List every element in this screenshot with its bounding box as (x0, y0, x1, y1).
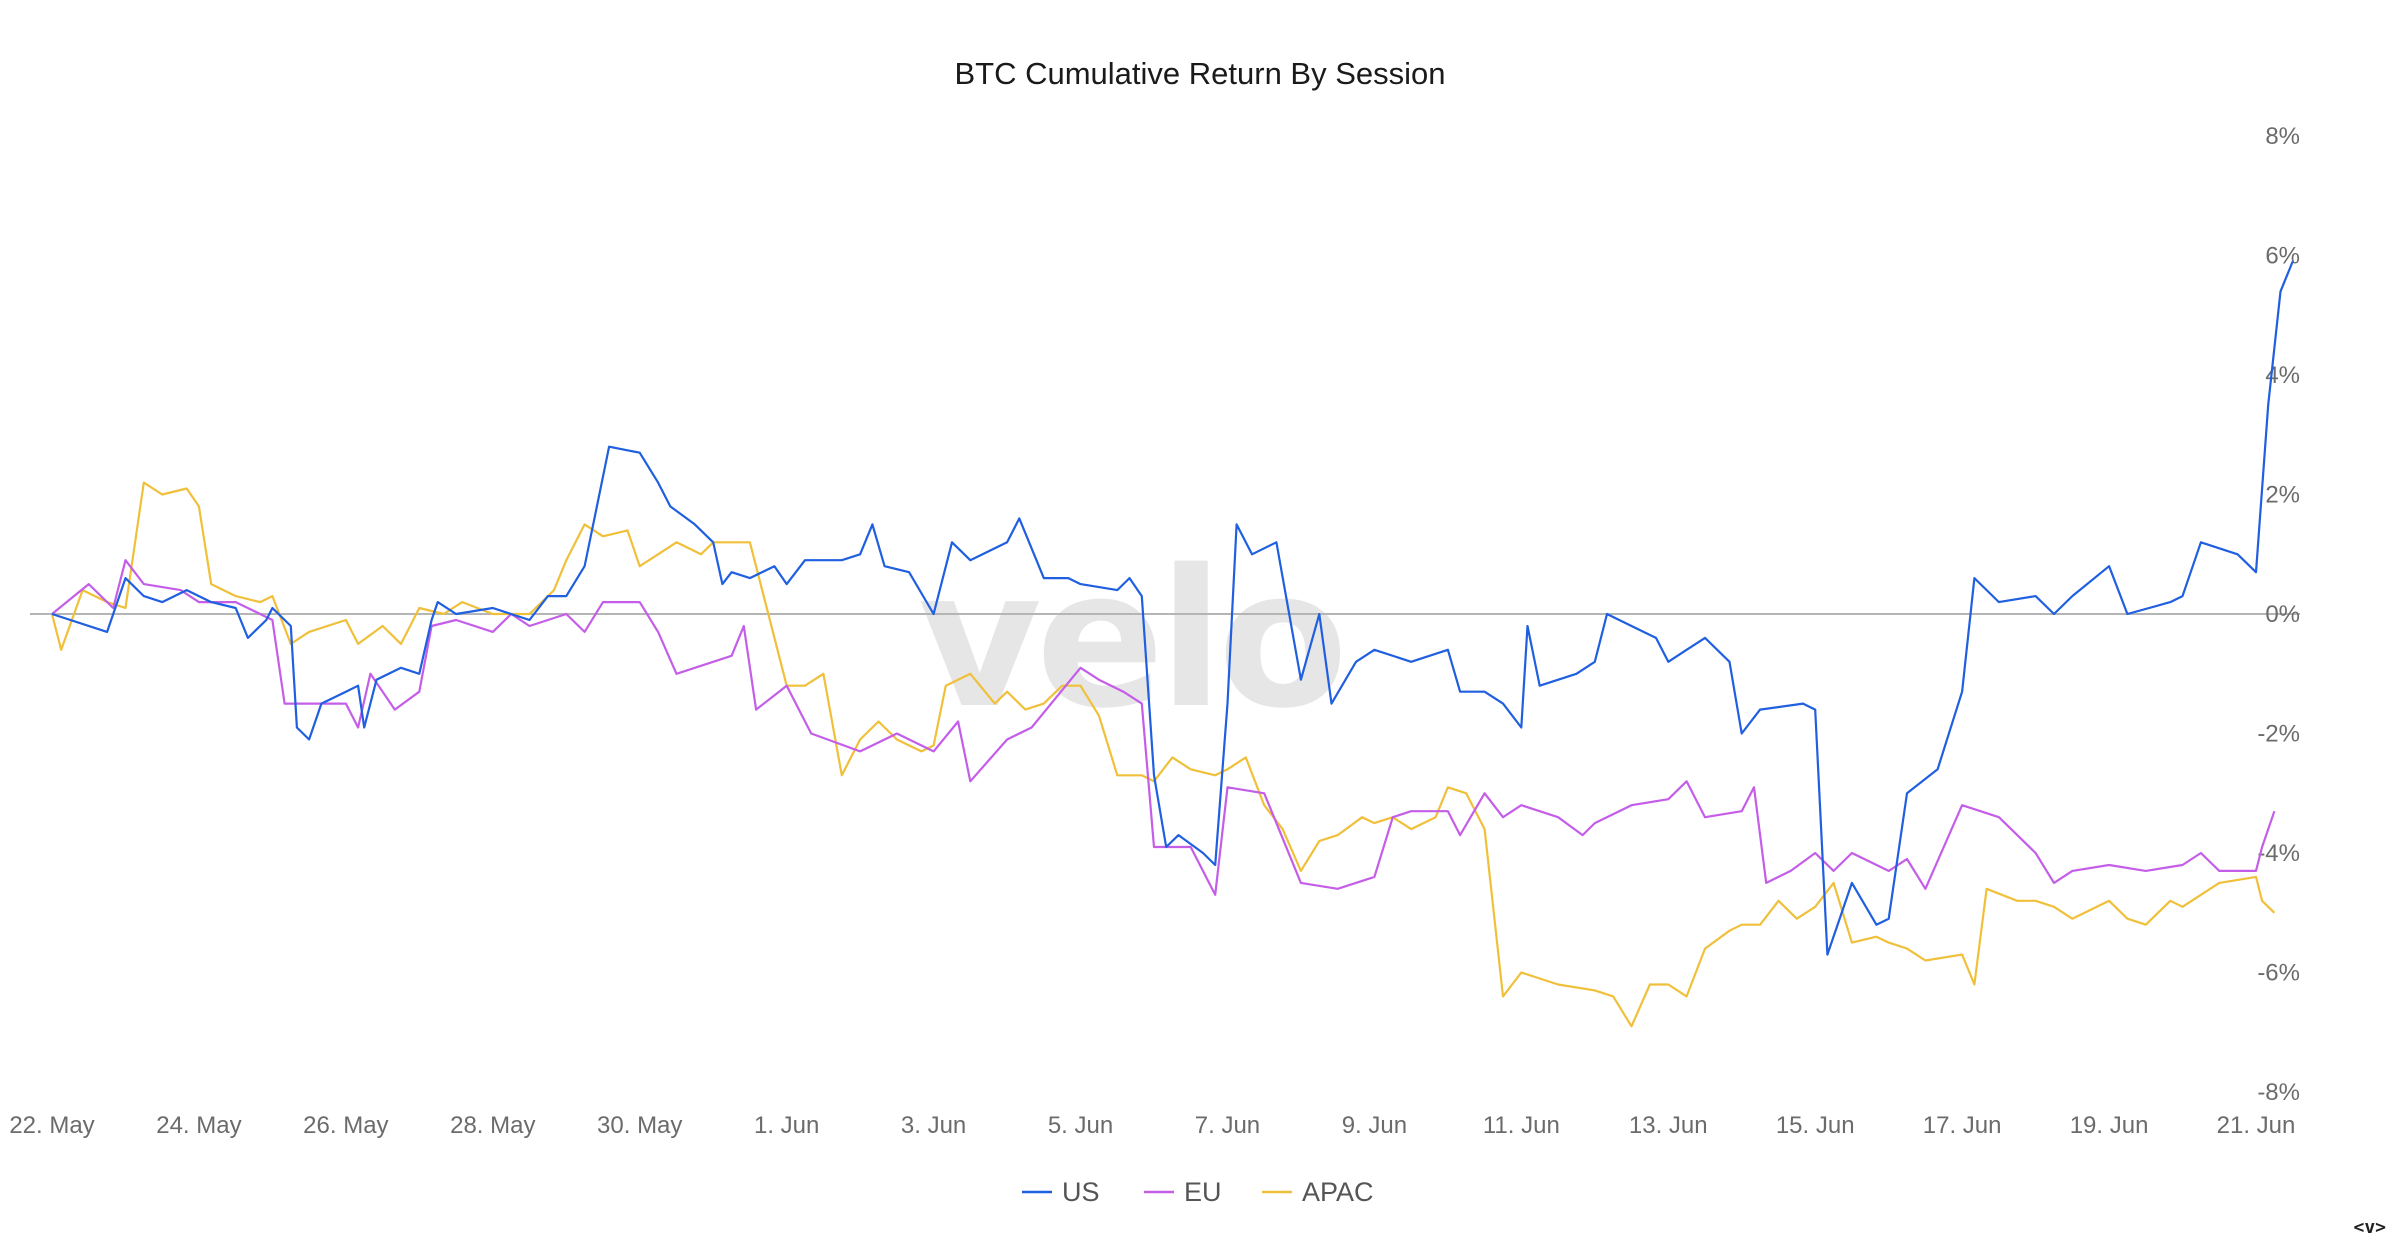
y-tick-label: 0% (2265, 601, 2300, 628)
x-tick-label: 21. Jun (2217, 1112, 2296, 1139)
y-tick-label: -6% (2257, 960, 2300, 987)
x-tick-label: 26. May (303, 1112, 388, 1139)
x-tick-label: 7. Jun (1195, 1112, 1260, 1139)
legend[interactable]: US EU APAC (1022, 1177, 1374, 1207)
legend-item-apac[interactable]: APAC (1262, 1177, 1374, 1207)
velo-watermark: velo (918, 529, 1342, 750)
x-tick-label: 9. Jun (1342, 1112, 1407, 1139)
x-tick-label: 15. Jun (1776, 1112, 1855, 1139)
series-layer (50, 261, 2294, 1028)
y-tick-label: 8% (2265, 123, 2300, 150)
y-tick-label: -8% (2257, 1079, 2300, 1106)
x-tick-label: 19. Jun (2070, 1112, 2149, 1139)
legend-label: APAC (1302, 1177, 1374, 1207)
y-tick-label: -4% (2257, 840, 2300, 867)
x-tick-label: 17. Jun (1923, 1112, 2002, 1139)
x-axis: 22. May 24. May 26. May 28. May 30. May 1. Ju… (9, 1112, 2295, 1139)
x-tick-label: 13. Jun (1629, 1112, 1708, 1139)
x-tick-label: 30. May (597, 1112, 682, 1139)
x-tick-label: 28. May (450, 1112, 535, 1139)
legend-item-us[interactable]: US (1022, 1177, 1100, 1207)
x-tick-label: 3. Jun (901, 1112, 966, 1139)
y-axis: 8%6%4%2%0%-2%-4%-6%-8% (2257, 123, 2300, 1106)
chart-title: BTC Cumulative Return By Session (954, 56, 1445, 91)
x-tick-label: 5. Jun (1048, 1112, 1113, 1139)
x-tick-label: 22. May (9, 1112, 94, 1139)
x-tick-label: 11. Jun (1483, 1112, 1560, 1139)
legend-item-eu[interactable]: EU (1144, 1177, 1222, 1207)
series-line-apac (50, 481, 2276, 1028)
y-tick-label: -2% (2257, 721, 2300, 748)
legend-label: EU (1184, 1177, 1222, 1207)
y-tick-label: 6% (2265, 243, 2300, 270)
x-tick-label: 1. Jun (754, 1112, 819, 1139)
legend-label: US (1062, 1177, 1100, 1207)
x-tick-label: 24. May (156, 1112, 241, 1139)
y-tick-label: 2% (2265, 482, 2300, 509)
series-line-eu (51, 559, 2276, 896)
series-line-us (51, 261, 2294, 956)
velo-corner-logo: <v> (2353, 1217, 2386, 1238)
